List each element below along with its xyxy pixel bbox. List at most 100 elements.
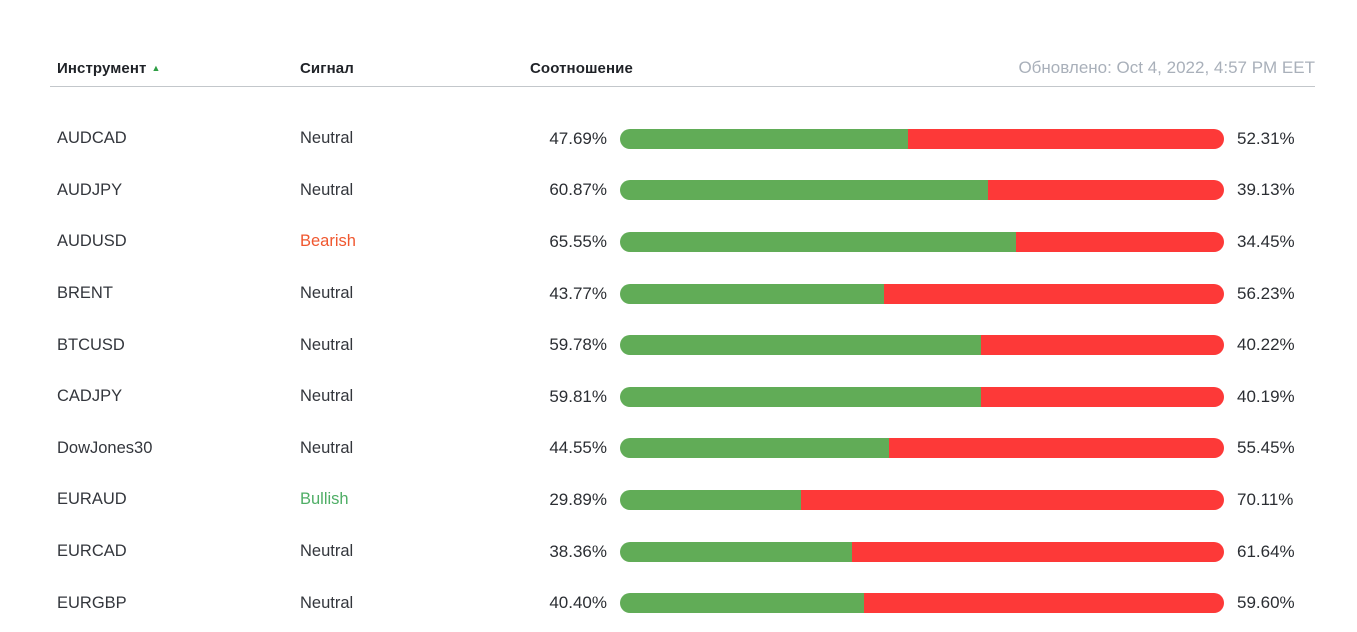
- ratio-bar-red-segment: [800, 489, 1224, 510]
- ratio-bar-green-segment: [620, 180, 988, 201]
- ratio-bar-green-segment: [620, 283, 885, 304]
- ratio-bar-track: [620, 231, 1224, 252]
- instrument-label: BRENT: [57, 284, 113, 303]
- red-percent-label: 52.31%: [1237, 128, 1295, 148]
- ratio-bar-track: [620, 180, 1224, 201]
- signal-label: Neutral: [300, 593, 354, 612]
- signal-label: Neutral: [300, 335, 354, 354]
- ratio-bar-red-segment: [851, 541, 1224, 562]
- ratio-bar-green-segment: [620, 541, 852, 562]
- ratio-bar-green-segment: [620, 128, 909, 149]
- column-header-ratio[interactable]: Соотношение: [530, 60, 633, 77]
- table-row[interactable]: EURCAD Neutral 38.36% 61.64%: [50, 526, 1315, 578]
- sentiment-table: Инструмент ▲ Сигнал Соотношение Обновлено…: [50, 0, 1315, 629]
- table-row[interactable]: EURAUD Bullish 29.89% 70.11%: [50, 474, 1315, 526]
- ratio-bar: [620, 541, 1224, 562]
- column-header-instrument-label: Инструмент: [57, 60, 147, 77]
- red-percent-label: 56.23%: [1237, 283, 1295, 303]
- red-percent-label: 34.45%: [1237, 231, 1295, 251]
- ratio-bar-red-segment: [884, 283, 1224, 304]
- signal-label: Neutral: [300, 387, 354, 406]
- instrument-label: BTCUSD: [57, 335, 125, 354]
- red-percent-label: 59.60%: [1237, 593, 1295, 613]
- green-percent-label: 65.55%: [549, 231, 607, 251]
- ratio-bar: [620, 438, 1224, 459]
- signal-label: Neutral: [300, 180, 354, 199]
- ratio-bar: [620, 283, 1224, 304]
- ratio-bar-red-segment: [864, 593, 1224, 614]
- table-row[interactable]: AUDCAD Neutral 47.69% 52.31%: [50, 113, 1315, 165]
- ratio-bar-green-segment: [620, 335, 982, 356]
- instrument-label: AUDJPY: [57, 180, 123, 199]
- red-percent-label: 40.22%: [1237, 335, 1295, 355]
- ratio-bar-track: [620, 386, 1224, 407]
- signal-label: Bearish: [300, 232, 356, 251]
- green-percent-label: 40.40%: [549, 593, 607, 613]
- ratio-bar-red-segment: [981, 386, 1224, 407]
- ratio-bar-green-segment: [620, 489, 801, 510]
- signal-label: Neutral: [300, 438, 354, 457]
- ratio-bar-green-segment: [620, 386, 982, 407]
- instrument-label: AUDCAD: [57, 129, 127, 148]
- green-percent-label: 29.89%: [549, 489, 607, 509]
- ratio-bar: [620, 335, 1224, 356]
- ratio-bar-green-segment: [620, 438, 890, 459]
- updated-timestamp: Обновлено: Oct 4, 2022, 4:57 PM EET: [1018, 58, 1315, 77]
- red-percent-label: 39.13%: [1237, 180, 1295, 200]
- ratio-bar: [620, 231, 1224, 252]
- sort-ascending-icon[interactable]: ▲: [151, 63, 161, 73]
- ratio-bar-track: [620, 593, 1224, 614]
- ratio-bar-red-segment: [981, 335, 1224, 356]
- instrument-label: EURCAD: [57, 542, 127, 561]
- table-body: AUDCAD Neutral 47.69% 52.31% AUDJPY Neut…: [50, 87, 1315, 629]
- signal-label: Bullish: [300, 490, 349, 509]
- signal-label: Neutral: [300, 542, 354, 561]
- table-row[interactable]: EURGBP Neutral 40.40% 59.60%: [50, 577, 1315, 629]
- column-header-signal-label: Сигнал: [300, 60, 354, 77]
- green-percent-label: 59.81%: [549, 386, 607, 406]
- table-row[interactable]: CADJPY Neutral 59.81% 40.19%: [50, 371, 1315, 423]
- table-row[interactable]: BTCUSD Neutral 59.78% 40.22%: [50, 319, 1315, 371]
- instrument-label: EURAUD: [57, 490, 127, 509]
- instrument-label: CADJPY: [57, 387, 123, 406]
- ratio-bar: [620, 128, 1224, 149]
- signal-label: Neutral: [300, 284, 354, 303]
- signal-label: Neutral: [300, 129, 354, 148]
- table-row[interactable]: AUDUSD Bearish 65.55% 34.45%: [50, 216, 1315, 268]
- ratio-bar-red-segment: [1015, 231, 1224, 252]
- ratio-bar: [620, 489, 1224, 510]
- ratio-bar-green-segment: [620, 593, 865, 614]
- ratio-bar-red-segment: [987, 180, 1224, 201]
- red-percent-label: 61.64%: [1237, 541, 1295, 561]
- red-percent-label: 70.11%: [1237, 489, 1294, 509]
- table-header: Инструмент ▲ Сигнал Соотношение Обновлено…: [50, 0, 1315, 87]
- green-percent-label: 43.77%: [549, 283, 607, 303]
- green-percent-label: 38.36%: [549, 541, 607, 561]
- ratio-bar: [620, 180, 1224, 201]
- ratio-bar-red-segment: [908, 128, 1224, 149]
- table-row[interactable]: AUDJPY Neutral 60.87% 39.13%: [50, 165, 1315, 217]
- ratio-bar-track: [620, 438, 1224, 459]
- red-percent-label: 55.45%: [1237, 438, 1295, 458]
- ratio-bar-track: [620, 283, 1224, 304]
- column-header-instrument[interactable]: Инструмент ▲: [50, 60, 300, 77]
- table-row[interactable]: BRENT Neutral 43.77% 56.23%: [50, 268, 1315, 320]
- ratio-bar: [620, 593, 1224, 614]
- green-percent-label: 44.55%: [549, 438, 607, 458]
- green-percent-label: 47.69%: [549, 128, 607, 148]
- ratio-bar-green-segment: [620, 231, 1016, 252]
- instrument-label: AUDUSD: [57, 232, 127, 251]
- column-header-ratio-label: Соотношение: [530, 60, 633, 77]
- ratio-bar-track: [620, 128, 1224, 149]
- instrument-label: EURGBP: [57, 593, 127, 612]
- instrument-label: DowJones30: [57, 438, 153, 457]
- red-percent-label: 40.19%: [1237, 386, 1295, 406]
- ratio-bar: [620, 386, 1224, 407]
- column-header-signal[interactable]: Сигнал: [300, 60, 530, 77]
- ratio-bar-track: [620, 541, 1224, 562]
- green-percent-label: 59.78%: [549, 335, 607, 355]
- green-percent-label: 60.87%: [549, 180, 607, 200]
- ratio-bar-track: [620, 335, 1224, 356]
- table-row[interactable]: DowJones30 Neutral 44.55% 55.45%: [50, 423, 1315, 475]
